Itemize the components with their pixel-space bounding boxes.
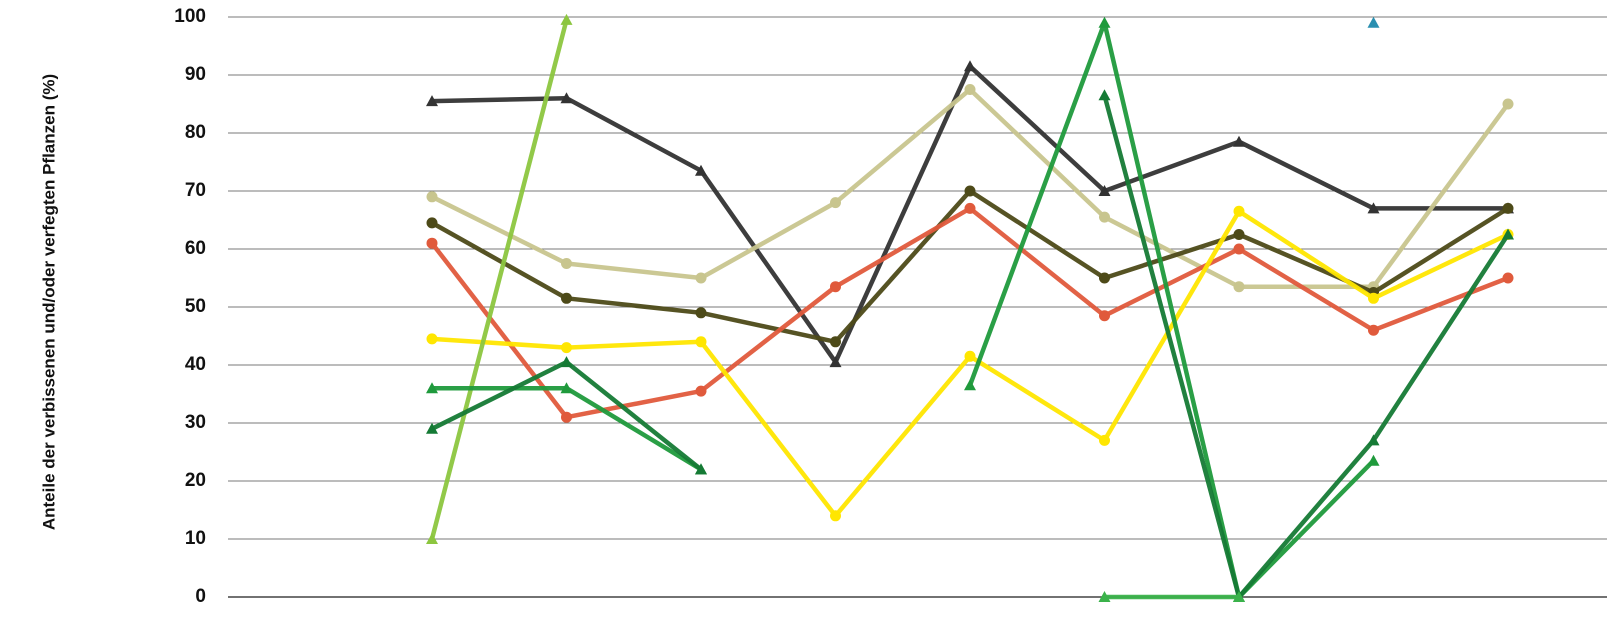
series-9 — [1098, 591, 1245, 602]
series-line — [967, 20, 1376, 600]
data-point — [964, 202, 976, 214]
data-point — [426, 533, 438, 544]
data-point — [426, 237, 438, 249]
data-point — [830, 510, 841, 522]
data-point — [830, 281, 841, 293]
data-point — [1367, 16, 1380, 28]
y-tick-labels: 0 10 20 30 40 50 60 70 80 90 100 — [174, 6, 206, 607]
data-point — [1502, 202, 1514, 214]
series-4 — [426, 202, 1514, 423]
data-point — [695, 307, 707, 319]
data-point — [964, 60, 976, 72]
data-point — [1233, 229, 1245, 240]
data-point — [1098, 591, 1111, 602]
data-point — [426, 191, 438, 203]
series-10 — [1367, 16, 1380, 28]
data-point — [1099, 434, 1110, 446]
data-point — [561, 342, 572, 354]
data-point — [560, 92, 573, 104]
series-line — [1102, 93, 1511, 600]
y-tick-label: 100 — [174, 6, 206, 27]
data-point — [560, 13, 573, 25]
data-point — [695, 336, 707, 348]
data-point — [964, 185, 976, 197]
data-point — [1368, 324, 1379, 336]
data-point — [830, 336, 841, 348]
data-point — [1099, 272, 1110, 284]
data-point — [1098, 89, 1111, 101]
y-tick-label: 40 — [185, 354, 206, 375]
data-point — [1233, 591, 1245, 602]
y-tick-label: 70 — [185, 180, 206, 201]
series-6 — [426, 13, 573, 544]
y-tick-label: 0 — [195, 586, 206, 607]
data-point — [1368, 292, 1379, 304]
y-tick-label: 30 — [185, 412, 206, 433]
data-point — [1233, 135, 1245, 147]
y-tick-label: 60 — [185, 238, 206, 259]
data-point — [426, 382, 438, 394]
data-point — [561, 258, 572, 269]
data-point — [1367, 202, 1380, 214]
series-line — [429, 17, 569, 542]
data-point — [426, 95, 438, 107]
data-point — [561, 292, 572, 304]
series-7 — [426, 16, 1380, 602]
data-point — [1098, 185, 1111, 196]
data-point — [1502, 272, 1514, 284]
series-1 — [426, 60, 1514, 368]
series-3 — [426, 185, 1514, 348]
data-point — [964, 379, 976, 391]
data-point — [695, 272, 707, 284]
data-point — [1233, 281, 1245, 293]
data-point — [561, 411, 572, 423]
data-point — [1367, 454, 1380, 466]
y-tick-label: 10 — [185, 528, 206, 549]
data-point — [1233, 205, 1245, 217]
data-point — [426, 422, 438, 434]
y-tick-label: 80 — [185, 122, 206, 143]
data-point — [695, 164, 707, 176]
data-point — [830, 197, 841, 209]
data-point — [426, 333, 438, 345]
y-tick-label: 50 — [185, 296, 206, 317]
data-point — [829, 356, 842, 368]
data-point — [1367, 434, 1380, 446]
data-point — [426, 217, 438, 229]
data-point — [964, 84, 976, 95]
data-point — [1502, 228, 1514, 240]
series-line — [429, 64, 1511, 365]
data-point — [964, 350, 976, 362]
data-point — [560, 382, 573, 394]
data-point — [1099, 211, 1110, 223]
series-lines — [426, 13, 1514, 602]
y-tick-label: 20 — [185, 470, 206, 491]
data-point — [560, 356, 573, 368]
data-point — [1233, 243, 1245, 255]
y-tick-label: 90 — [185, 64, 206, 85]
series-5 — [426, 205, 1514, 522]
data-point — [695, 385, 707, 397]
data-point — [1099, 310, 1110, 322]
data-point — [695, 463, 707, 475]
series-8 — [426, 89, 1514, 602]
y-axis-label: Anteile der verbissenen und/oder verfegt… — [39, 74, 58, 530]
series-2 — [426, 84, 1514, 293]
data-point — [1502, 98, 1514, 110]
data-point — [1098, 16, 1111, 28]
